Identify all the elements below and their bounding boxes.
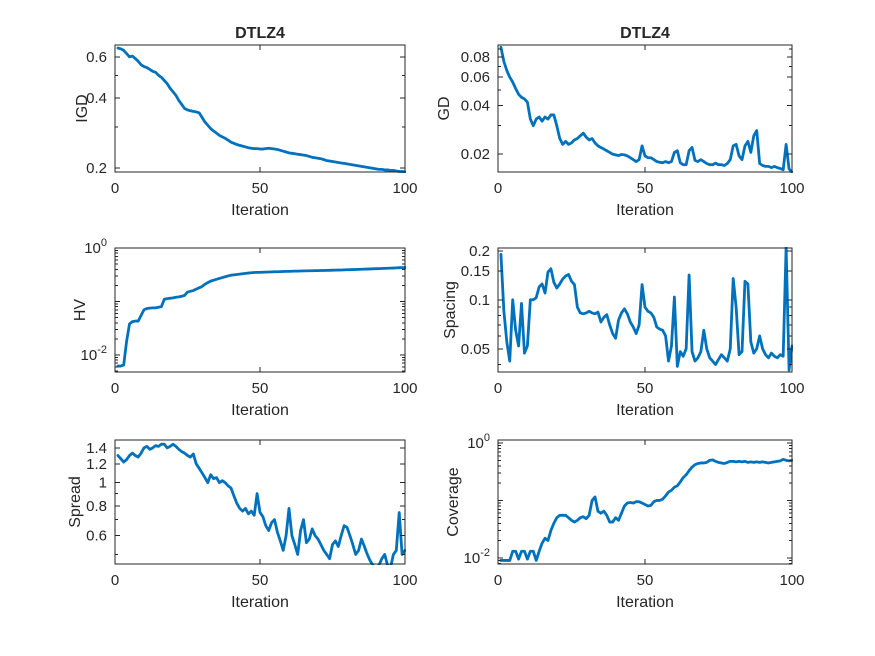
spacing-y-tick-label: 0.15 — [461, 263, 490, 280]
hv-axes-box — [114, 247, 406, 373]
subplot-spread: 0 50 100 0.6 0.8 1 1.21.4 Iteration Spread — [67, 439, 418, 611]
spread-axes-box — [114, 439, 406, 565]
igd-y-tick-label: 0.6 — [86, 49, 107, 66]
spread-curve — [116, 442, 406, 565]
spread-y-tick-label: 1.2 — [86, 456, 107, 473]
subplot-gd: 0 50 100 0.02 0.04 0.06 0.08 DTLZ4 Iteration GD — [436, 25, 805, 219]
spacing-y-tick-label: 0.05 — [461, 341, 490, 358]
gd-x-tick-label: 0 — [494, 180, 502, 197]
gd-y-axis-label: GD — [436, 97, 453, 121]
igd-title: DTLZ4 — [235, 25, 285, 42]
coverage-curve — [499, 457, 793, 562]
hv-y-tick-label: 100 — [84, 237, 107, 257]
coverage-y-axis-label: Coverage — [445, 467, 462, 536]
gd-x-tick-label: 100 — [779, 180, 804, 197]
coverage-x-axis-label: Iteration — [616, 594, 674, 611]
spread-y-axis-label: Spread — [67, 476, 84, 528]
spacing-y-tick-label: 0.2 — [469, 243, 490, 260]
coverage-x-tick-label: 0 — [494, 572, 502, 589]
spread-x-tick-label: 100 — [392, 572, 417, 589]
hv-x-tick-label: 100 — [392, 380, 417, 397]
coverage-x-tick-label: 100 — [779, 572, 804, 589]
hv-curve — [116, 266, 406, 368]
spacing-curve — [499, 247, 793, 372]
igd-axes-box — [114, 44, 406, 173]
hv-x-axis-label: Iteration — [231, 402, 289, 419]
coverage-y-tick-label: 10-2 — [464, 547, 490, 567]
igd-x-axis-label: Iteration — [231, 202, 289, 219]
gd-y-tick-label: 0.08 — [461, 49, 490, 66]
igd-x-tick-label: 50 — [252, 180, 269, 197]
spread-y-tick-label: 1.4 — [86, 440, 107, 457]
gd-title: DTLZ4 — [620, 25, 670, 42]
spread-x-tick-label: 0 — [111, 572, 119, 589]
igd-x-tick-label: 100 — [392, 180, 417, 197]
igd-y-tick-label: 0.4 — [86, 90, 107, 107]
coverage-x-tick-label: 50 — [637, 572, 654, 589]
coverage-y-tick-label: 100 — [467, 432, 490, 452]
igd-x-tick-label: 0 — [111, 180, 119, 197]
spread-y-tick-label: 0.6 — [86, 528, 107, 545]
spacing-x-axis-label: Iteration — [616, 402, 674, 419]
gd-curve — [499, 45, 793, 173]
subplot-igd: 0 50 100 0.2 0.4 0.6 DTLZ4 Iteration IGD — [74, 25, 418, 219]
spacing-x-tick-label: 0 — [494, 380, 502, 397]
gd-x-tick-label: 50 — [637, 180, 654, 197]
spread-y-tick-label: 0.8 — [86, 498, 107, 515]
spacing-y-tick-label: 0.1 — [469, 292, 490, 309]
spacing-x-tick-label: 100 — [779, 380, 804, 397]
gd-x-axis-label: Iteration — [616, 202, 674, 219]
spacing-y-axis-label: Spacing — [442, 281, 459, 339]
gd-y-tick-label: 0.02 — [461, 146, 490, 163]
gd-y-tick-label: 0.04 — [461, 98, 490, 115]
subplot-spacing: 0 50 100 0.05 0.1 0.15 0.2 Iteration Spacing — [442, 243, 805, 419]
subplot-coverage: 0 50 100 10-2 100 Iteration Coverage — [445, 432, 805, 611]
hv-y-axis-label: HV — [72, 299, 89, 322]
subplot-hv: 0 50 100 10-2 100 Iteration HV — [72, 237, 418, 419]
hv-x-tick-label: 50 — [252, 380, 269, 397]
spread-x-tick-label: 50 — [252, 572, 269, 589]
spread-x-axis-label: Iteration — [231, 594, 289, 611]
igd-curve — [116, 46, 406, 173]
hv-x-tick-label: 0 — [111, 380, 119, 397]
igd-y-tick-label: 0.2 — [86, 160, 107, 177]
hv-y-tick-label: 10-2 — [81, 344, 107, 364]
gd-y-tick-label: 0.06 — [461, 69, 490, 86]
igd-y-axis-label: IGD — [74, 94, 91, 122]
spacing-x-tick-label: 50 — [637, 380, 654, 397]
spread-y-tick-label: 1 — [99, 475, 107, 492]
